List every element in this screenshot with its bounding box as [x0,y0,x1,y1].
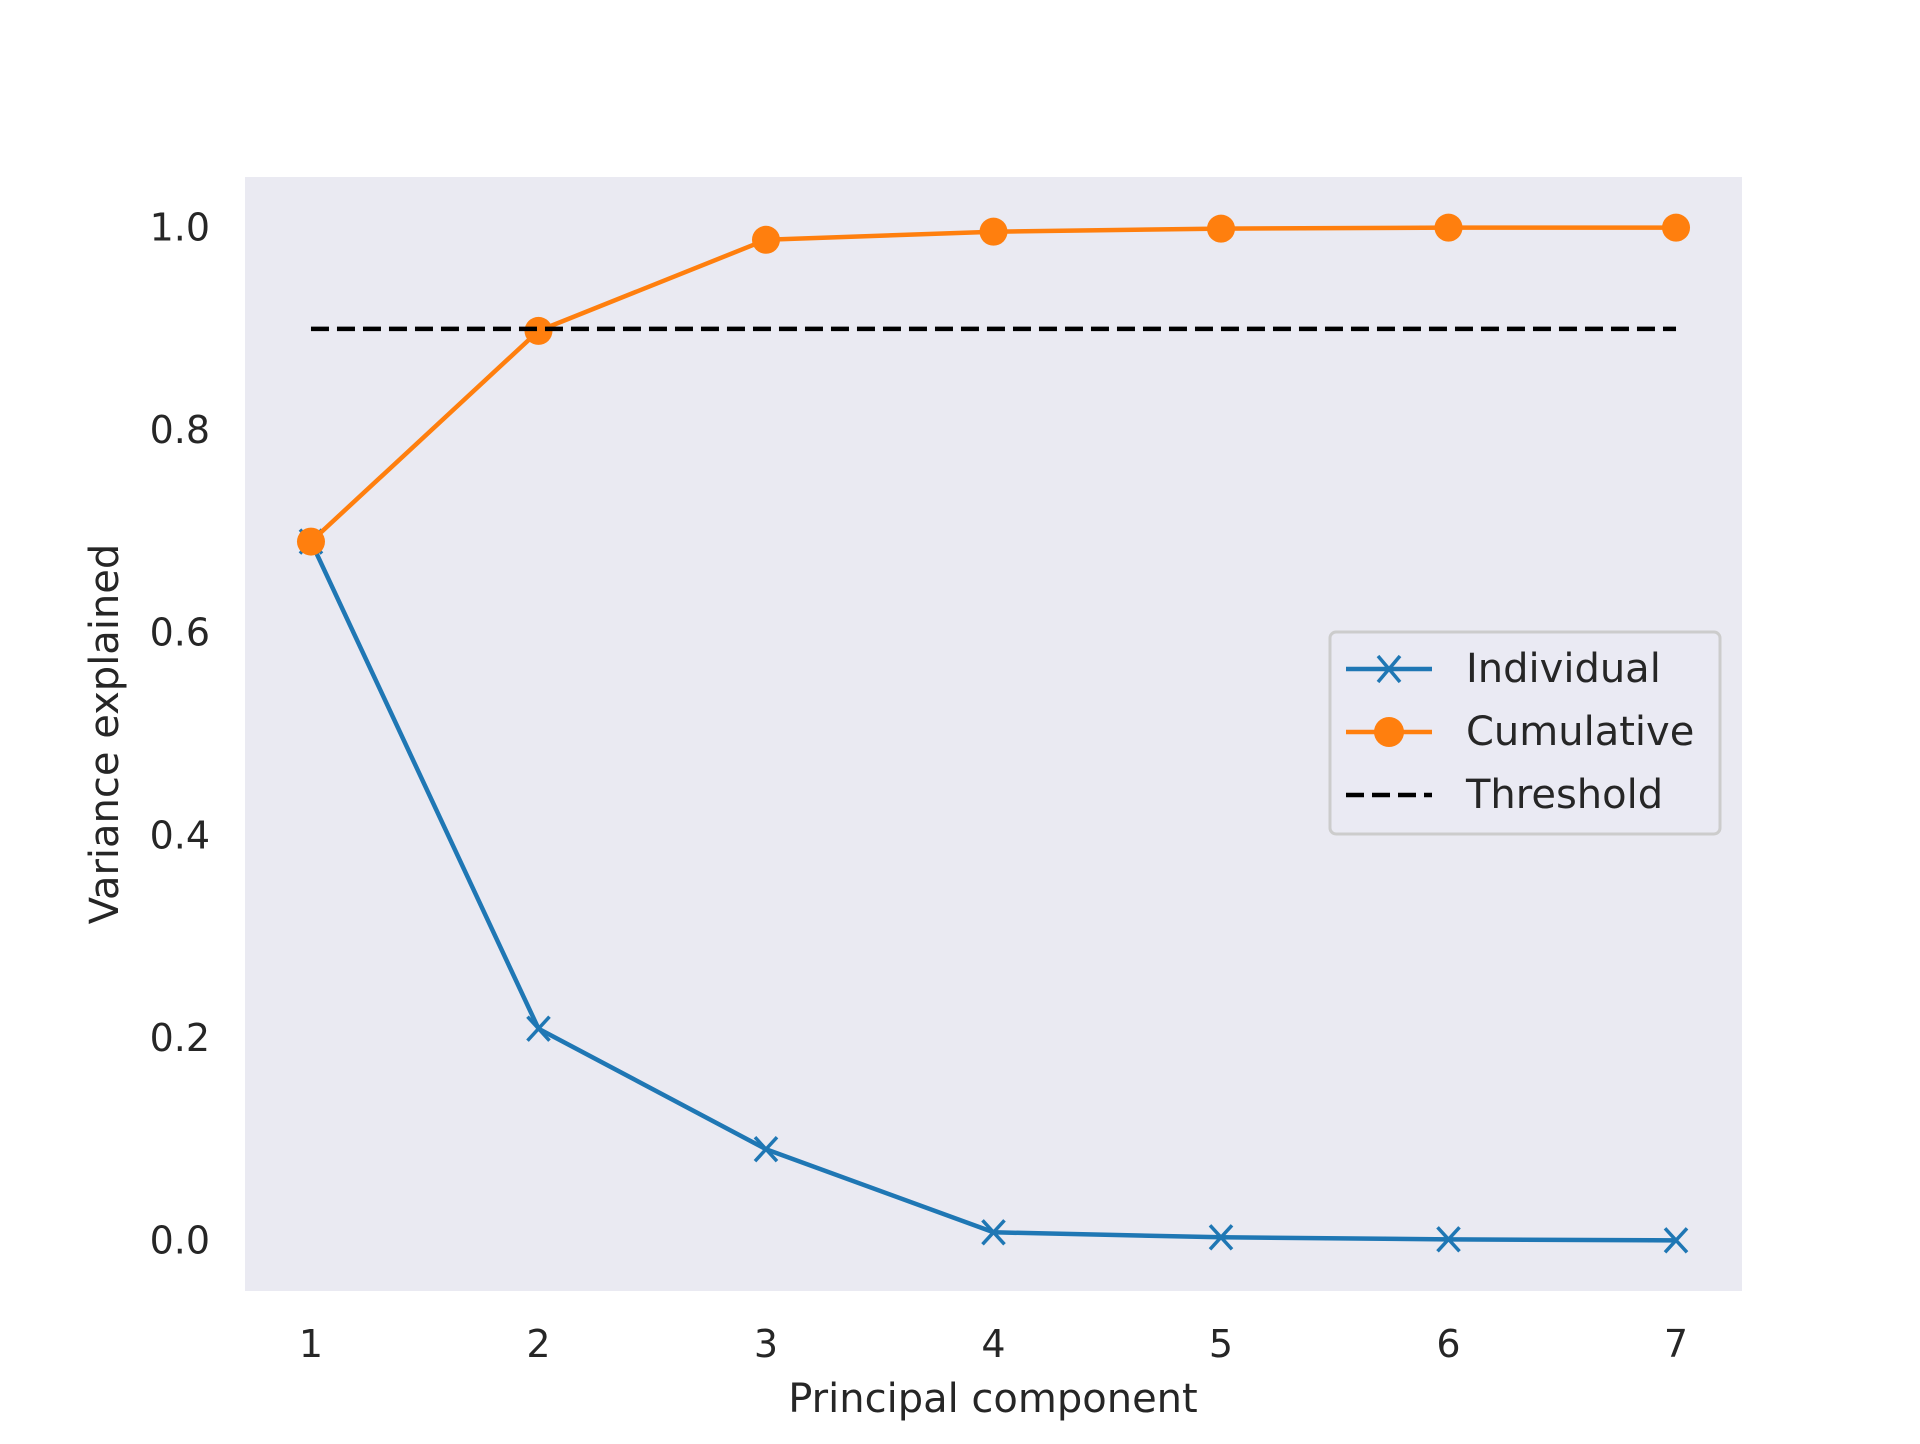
x-tick-label: 3 [754,1322,778,1366]
data-point-individual [753,1136,779,1163]
y-tick-label: 0.6 [150,611,210,655]
legend: Individual Cumulative Threshold [1328,630,1722,836]
x-axis-label: Principal component [788,1376,1197,1422]
y-tick-label: 0.0 [150,1218,210,1262]
data-point-cumulative [524,316,553,345]
y-tick-label: 1.0 [150,206,210,250]
y-axis-label: Variance explained [82,544,128,925]
y-tick-label: 0.2 [150,1016,210,1060]
data-point-cumulative [751,225,780,254]
x-tick-label: 7 [1664,1322,1688,1366]
data-point-individual [1663,1227,1689,1254]
x-marker-icon [1376,654,1402,684]
x-tick-label: 4 [981,1322,1005,1366]
legend-label-individual: Individual [1466,646,1661,692]
x-tick-label: 6 [1436,1322,1460,1366]
data-point-cumulative [1207,214,1236,243]
legend-item-cumulative: Cumulative [1346,709,1694,755]
x-tick-label: 5 [1209,1322,1233,1366]
data-point-cumulative [979,217,1008,246]
data-point-individual [1436,1226,1461,1253]
legend-label-cumulative: Cumulative [1466,709,1694,755]
data-point-individual [526,1015,551,1042]
data-point-cumulative [1662,213,1691,242]
y-tick-labels: 0.0 0.2 0.4 0.6 0.8 1.0 [150,206,210,1263]
legend-item-threshold: Threshold [1346,772,1663,818]
data-point-cumulative [1434,213,1463,242]
data-point-individual [981,1219,1006,1246]
x-tick-label: 2 [526,1322,550,1366]
circle-marker-icon [1374,717,1404,747]
legend-item-individual: Individual [1346,646,1661,692]
legend-box [1328,630,1722,836]
series-layer [296,213,1691,1254]
legend-label-threshold: Threshold [1465,772,1663,818]
y-tick-label: 0.4 [150,813,210,857]
y-tick-label: 0.8 [150,408,210,452]
data-point-individual [1208,1224,1234,1251]
data-point-cumulative [296,527,325,556]
x-tick-label: 1 [299,1322,323,1366]
x-tick-labels: 1 2 3 4 5 6 7 [299,1322,1688,1366]
